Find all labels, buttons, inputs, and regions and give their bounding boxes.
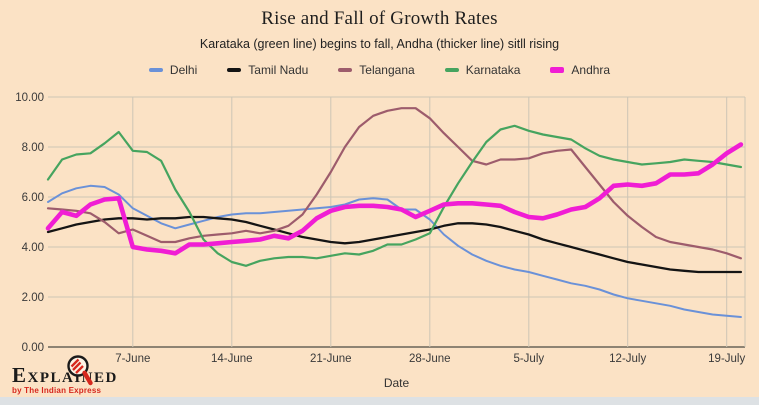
svg-text:2.00: 2.00 — [22, 292, 44, 304]
logo-tagline: by The Indian Express — [12, 386, 102, 395]
legend-swatch — [338, 68, 353, 72]
svg-text:10.00: 10.00 — [15, 92, 44, 104]
svg-text:7-June: 7-June — [115, 353, 150, 365]
chart-title: Rise and Fall of Growth Rates — [261, 8, 498, 29]
svg-text:12-July: 12-July — [609, 353, 646, 365]
svg-text:28-June: 28-June — [409, 353, 451, 365]
svg-text:19-July: 19-July — [708, 353, 745, 365]
footer-strip — [0, 397, 759, 405]
x-axis-title: Date — [383, 376, 410, 390]
svg-text:6.00: 6.00 — [22, 192, 44, 204]
legend-label: Karnataka — [465, 63, 521, 77]
legend-item-karnataka: Karnataka — [444, 63, 521, 77]
legend-swatch — [550, 67, 565, 73]
legend-swatch — [227, 68, 242, 72]
svg-text:5-July: 5-July — [513, 353, 544, 365]
legend: Delhi Tamil Nadu Telangana Karnataka Andhra — [0, 61, 759, 79]
legend-item-telangana: Telangana — [338, 63, 415, 77]
legend-label: Telangana — [359, 63, 415, 77]
legend-swatch — [444, 68, 459, 72]
legend-label: Delhi — [169, 63, 198, 77]
explained-logo: EXPLAINED by The Indian Express — [12, 352, 142, 398]
legend-item-tamil-nadu: Tamil Nadu — [227, 63, 308, 77]
svg-text:0.00: 0.00 — [22, 342, 44, 354]
svg-text:21-June: 21-June — [310, 353, 352, 365]
legend-item-andhra: Andhra — [550, 63, 610, 77]
legend-label: Andhra — [571, 63, 611, 77]
legend-label: Tamil Nadu — [248, 63, 309, 77]
legend-item-delhi: Delhi — [148, 63, 198, 77]
logo-text: EXPLAINED — [12, 363, 118, 387]
magnifier-icon — [67, 355, 93, 386]
chart-subtitle: Karataka (green line) begins to fall, An… — [199, 37, 560, 51]
svg-text:14-June: 14-June — [211, 353, 253, 365]
svg-text:8.00: 8.00 — [22, 142, 44, 154]
svg-text:4.00: 4.00 — [22, 242, 44, 254]
legend-swatch — [148, 68, 163, 72]
